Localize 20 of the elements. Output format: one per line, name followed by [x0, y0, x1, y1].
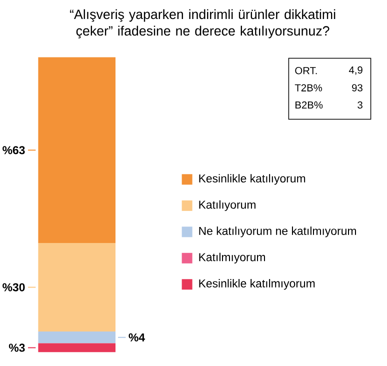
- text: B2B%: [296, 102, 323, 109]
- bar: [38, 344, 116, 352]
- legend-label: Katılmıyorum: [199, 253, 265, 264]
- text: ORT.: [295, 67, 317, 74]
- legend-label: Katılıyorum: [199, 200, 256, 212]
- legend-label: Ne katılıyorum ne katılmıyorum: [199, 226, 356, 238]
- legend-label: Kesinlikle katılıyorum: [199, 174, 306, 185]
- legend-label: Kesinlikle katılmıyorum: [199, 279, 315, 290]
- bar: [38, 332, 116, 344]
- text: 4,9: [348, 66, 362, 76]
- text: 93: [352, 84, 362, 92]
- bar: [38, 243, 116, 332]
- data-label: %3: [8, 344, 25, 352]
- bar: [38, 58, 116, 244]
- data-label: %63: [2, 146, 25, 154]
- text: “Alışveriş yaparken indirimli ürünler dikkatimi çeker” ifadesine ne derece katılıyorsunuz?: [70, 10, 336, 39]
- data-label: %4: [128, 334, 145, 342]
- text: T2B%: [294, 84, 322, 92]
- text: 3: [358, 102, 362, 109]
- data-label: %30: [2, 283, 25, 292]
